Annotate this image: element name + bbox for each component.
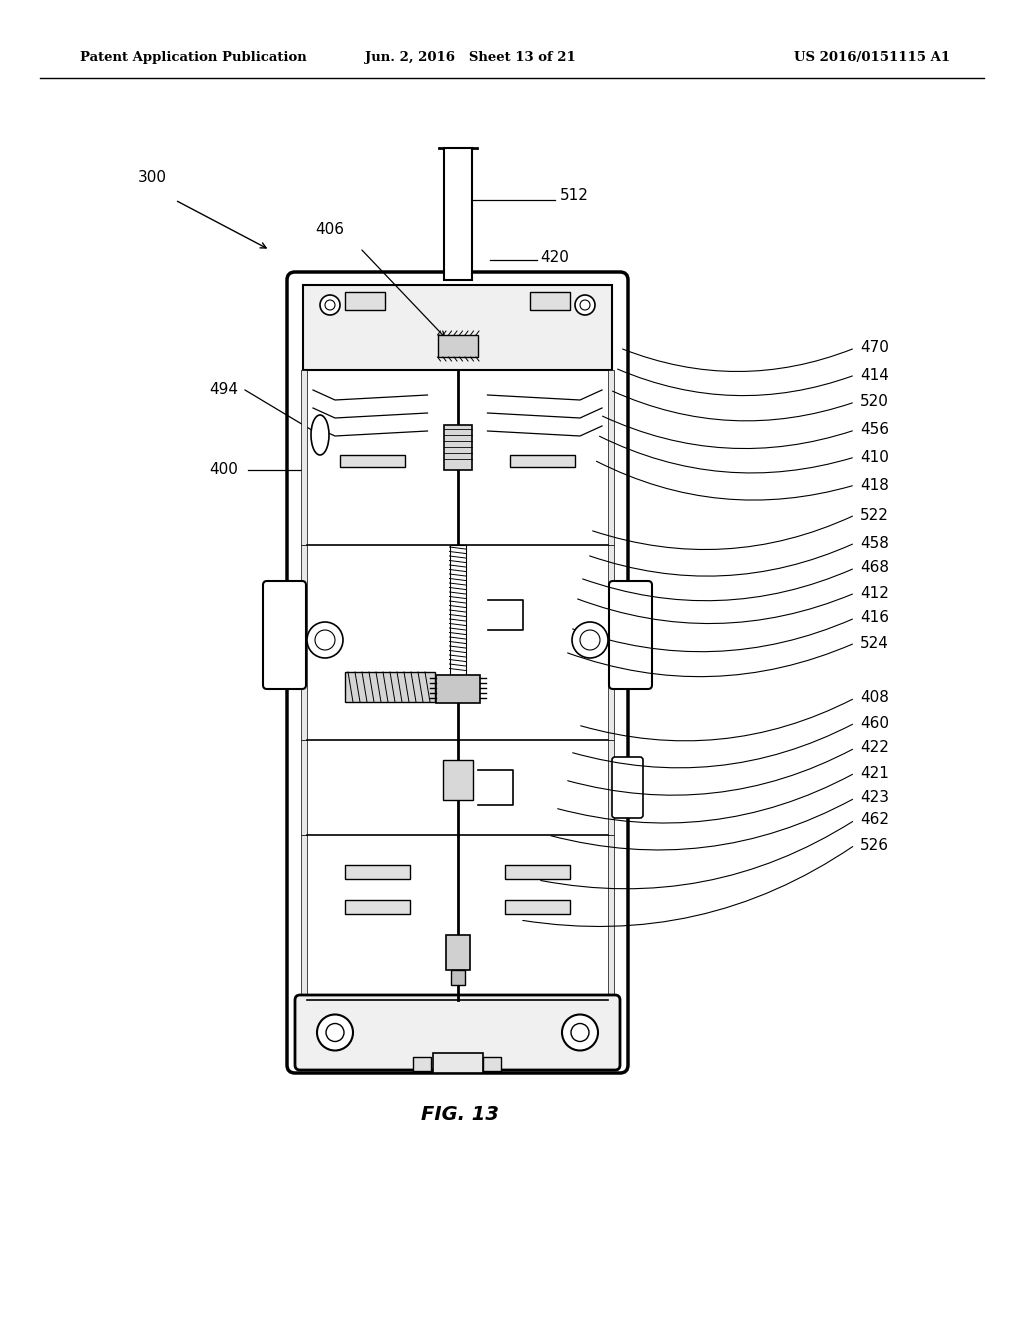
Circle shape — [326, 1023, 344, 1041]
Text: 422: 422 — [860, 741, 889, 755]
FancyBboxPatch shape — [609, 581, 652, 689]
Circle shape — [572, 622, 608, 657]
Bar — [413, 1057, 430, 1071]
Text: 524: 524 — [860, 635, 889, 651]
Text: 512: 512 — [560, 187, 589, 202]
Bar — [608, 370, 614, 545]
Circle shape — [580, 630, 600, 649]
Text: 460: 460 — [860, 715, 889, 730]
FancyBboxPatch shape — [263, 581, 306, 689]
Text: 526: 526 — [860, 837, 889, 853]
Circle shape — [325, 300, 335, 310]
Bar — [345, 292, 385, 310]
Bar — [340, 455, 406, 467]
Bar — [482, 1057, 501, 1071]
Text: 412: 412 — [860, 586, 889, 601]
Text: 420: 420 — [540, 251, 569, 265]
Bar — [505, 865, 570, 879]
Text: 423: 423 — [860, 791, 889, 805]
Text: Jun. 2, 2016   Sheet 13 of 21: Jun. 2, 2016 Sheet 13 of 21 — [365, 51, 575, 65]
Text: 421: 421 — [860, 766, 889, 780]
Text: 408: 408 — [860, 690, 889, 705]
Bar — [345, 865, 410, 879]
Circle shape — [562, 1015, 598, 1051]
Bar — [450, 545, 466, 675]
Text: 406: 406 — [315, 223, 344, 238]
Text: 410: 410 — [860, 450, 889, 465]
Bar — [445, 935, 469, 970]
Bar — [443, 148, 471, 280]
Text: 494: 494 — [209, 383, 238, 397]
Circle shape — [575, 294, 595, 315]
Text: FIG. 13: FIG. 13 — [421, 1106, 499, 1125]
Text: 400: 400 — [209, 462, 238, 478]
Circle shape — [317, 1015, 353, 1051]
Text: 470: 470 — [860, 341, 889, 355]
Bar — [303, 285, 612, 370]
Bar — [510, 455, 575, 467]
Text: 520: 520 — [860, 395, 889, 409]
Circle shape — [580, 300, 590, 310]
Bar — [301, 836, 307, 1001]
FancyBboxPatch shape — [287, 272, 628, 1073]
FancyBboxPatch shape — [612, 756, 643, 818]
Text: 416: 416 — [860, 610, 889, 626]
Bar — [530, 292, 570, 310]
Bar — [442, 760, 472, 800]
Bar — [505, 900, 570, 913]
FancyBboxPatch shape — [295, 995, 620, 1071]
Text: 300: 300 — [137, 170, 167, 186]
Circle shape — [315, 630, 335, 649]
Text: 522: 522 — [860, 507, 889, 523]
Bar — [301, 370, 307, 545]
Text: 458: 458 — [860, 536, 889, 550]
FancyBboxPatch shape — [270, 602, 306, 682]
Text: US 2016/0151115 A1: US 2016/0151115 A1 — [794, 51, 950, 65]
Text: 456: 456 — [860, 422, 889, 437]
Bar — [437, 335, 477, 356]
Bar — [608, 741, 614, 836]
Text: Patent Application Publication: Patent Application Publication — [80, 51, 307, 65]
Bar — [443, 425, 471, 470]
Text: 462: 462 — [860, 813, 889, 828]
Bar — [435, 675, 479, 704]
Circle shape — [571, 1023, 589, 1041]
Text: 418: 418 — [860, 478, 889, 492]
Text: 468: 468 — [860, 561, 889, 576]
Bar — [345, 672, 435, 702]
Bar — [608, 545, 614, 741]
Bar — [432, 1053, 482, 1073]
Bar — [345, 900, 410, 913]
Bar — [301, 545, 307, 741]
Bar — [451, 970, 465, 985]
Bar — [301, 741, 307, 836]
Ellipse shape — [311, 414, 329, 455]
Text: 414: 414 — [860, 367, 889, 383]
Bar — [608, 836, 614, 1001]
Circle shape — [307, 622, 343, 657]
Circle shape — [319, 294, 340, 315]
